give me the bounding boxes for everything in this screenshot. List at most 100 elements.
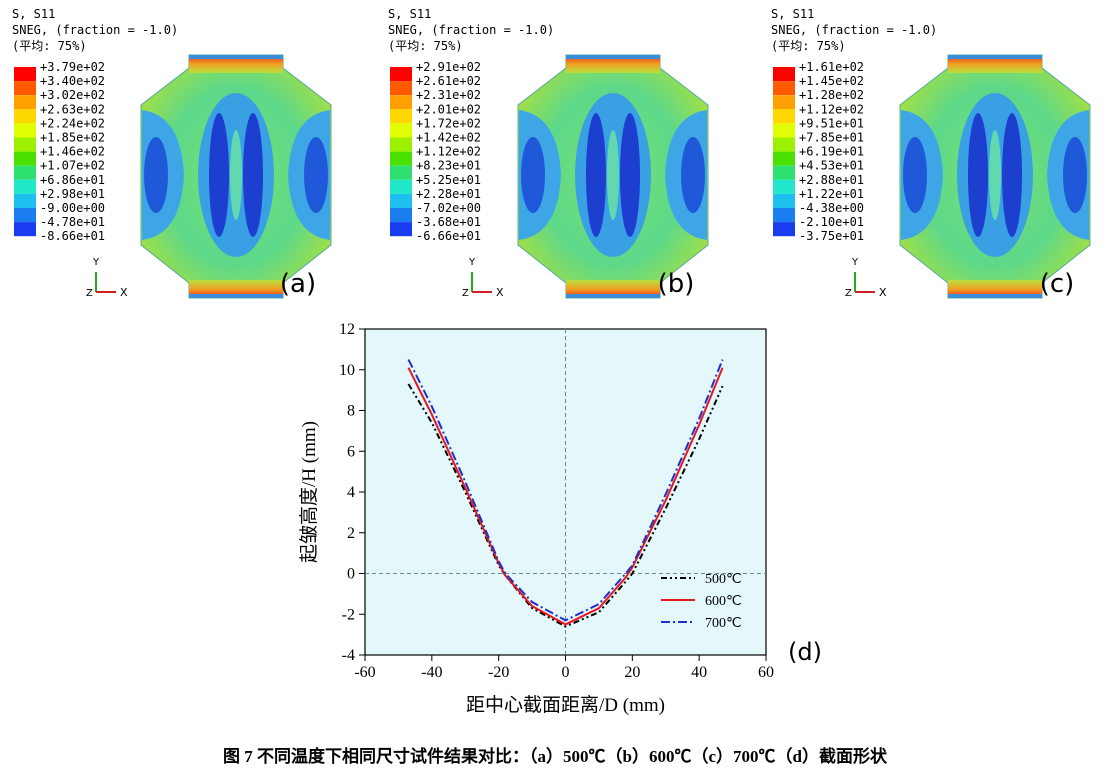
legend-swatch	[14, 123, 36, 138]
triad-label: Z	[462, 288, 469, 299]
legend-label: +1.12e+02	[416, 145, 481, 159]
legend-label: +2.28e+01	[416, 187, 481, 201]
legend-label: +1.61e+02	[799, 60, 864, 74]
legend-label: -7.02e+00	[416, 201, 481, 215]
legend-label: +2.01e+02	[416, 102, 481, 116]
legend-swatch	[773, 137, 795, 152]
legend-label: -6.66e+01	[416, 229, 481, 243]
legend-header: SNEG, (fraction = -1.0)	[388, 23, 554, 37]
y-tick-label: 10	[339, 362, 355, 379]
x-tick-label: -60	[354, 664, 375, 681]
x-tick-label: 40	[691, 664, 707, 681]
legend-label: +2.63e+02	[40, 102, 105, 116]
legend-label: +8.23e+01	[416, 159, 481, 173]
legend-label: +3.02e+02	[40, 88, 105, 102]
legend-label: +2.61e+02	[416, 74, 481, 88]
triad-label: Y	[851, 257, 859, 268]
legend-entry: 700℃	[705, 616, 742, 631]
legend-label: +9.51e+01	[799, 116, 864, 130]
y-tick-label: 6	[347, 443, 355, 460]
legend-swatch	[14, 179, 36, 194]
legend-swatch	[14, 222, 36, 237]
legend-swatch	[14, 165, 36, 180]
triad-label: Y	[92, 257, 100, 268]
series-line	[407, 383, 724, 628]
panel-label: (a)	[280, 269, 316, 299]
legend-label: -2.10e+01	[799, 215, 864, 229]
legend-label: +2.88e+01	[799, 173, 864, 187]
legend-header: S, S11	[12, 7, 55, 21]
triad-label: X	[120, 286, 128, 299]
legend-swatch	[390, 123, 412, 138]
triad-label: Y	[468, 257, 476, 268]
legend-label: +5.25e+01	[416, 173, 481, 187]
legend-swatch	[773, 109, 795, 124]
legend-swatch	[773, 179, 795, 194]
panel-label: (d)	[788, 638, 822, 666]
legend-label: +4.53e+01	[799, 159, 864, 173]
legend-label: +1.07e+02	[40, 159, 105, 173]
legend-swatch	[773, 165, 795, 180]
legend-entry: 600℃	[705, 594, 742, 609]
x-tick-label: 0	[562, 664, 570, 681]
legend-label: -4.38e+00	[799, 201, 864, 215]
legend-swatch	[773, 123, 795, 138]
x-axis-label: 距中心截面距离/D (mm)	[466, 694, 665, 716]
y-axis-label: 起皱高度/H (mm)	[298, 421, 320, 563]
legend-header: SNEG, (fraction = -1.0)	[771, 23, 937, 37]
legend-swatch	[390, 222, 412, 237]
y-tick-label: 12	[339, 321, 355, 338]
triad-label: X	[879, 286, 887, 299]
legend-label: -3.75e+01	[799, 229, 864, 243]
legend-swatch	[773, 81, 795, 96]
legend-label: -3.68e+01	[416, 215, 481, 229]
legend-swatch	[14, 81, 36, 96]
legend-swatch	[390, 165, 412, 180]
legend-label: -8.66e+01	[40, 229, 105, 243]
legend-label: +7.85e+01	[799, 131, 864, 145]
legend-swatch	[390, 67, 412, 82]
x-tick-label: 60	[758, 664, 774, 681]
legend-label: +1.42e+02	[416, 131, 481, 145]
triad-label: X	[496, 286, 504, 299]
x-tick-label: 20	[624, 664, 640, 681]
legend-header: S, S11	[771, 7, 814, 21]
contour-a	[140, 54, 332, 299]
legend-label: +6.86e+01	[40, 173, 105, 187]
legend-label: -9.00e+00	[40, 201, 105, 215]
legend-swatch	[390, 81, 412, 96]
contour-b	[517, 54, 709, 299]
triad-label: Z	[86, 288, 93, 299]
legend-swatch	[14, 67, 36, 82]
legend-swatch	[14, 193, 36, 208]
legend-header: (平均: 75%)	[388, 39, 463, 53]
legend-swatch	[390, 208, 412, 223]
y-tick-label: 8	[347, 403, 355, 420]
legend-label: +1.22e+01	[799, 187, 864, 201]
legend-swatch	[14, 137, 36, 152]
legend-label: +2.91e+02	[416, 60, 481, 74]
legend-label: +2.24e+02	[40, 116, 105, 130]
legend-swatch	[390, 179, 412, 194]
legend-swatch	[390, 137, 412, 152]
legend-swatch	[773, 67, 795, 82]
legend-swatch	[14, 95, 36, 110]
x-tick-label: -40	[421, 664, 442, 681]
legend-label: +3.79e+02	[40, 60, 105, 74]
legend-entry: 500℃	[705, 572, 742, 587]
contour-c	[899, 54, 1091, 299]
legend-header: (平均: 75%)	[12, 39, 87, 53]
y-tick-label: 0	[347, 566, 355, 583]
legend-swatch	[773, 208, 795, 223]
series-line	[407, 367, 724, 626]
y-tick-label: -4	[342, 647, 355, 664]
legend-header: S, S11	[388, 7, 431, 21]
legend-swatch	[390, 193, 412, 208]
legend-label: +3.40e+02	[40, 74, 105, 88]
legend-label: +2.98e+01	[40, 187, 105, 201]
legend-header: SNEG, (fraction = -1.0)	[12, 23, 178, 37]
legend-label: +1.46e+02	[40, 145, 105, 159]
legend-label: +1.85e+02	[40, 131, 105, 145]
legend-header: (平均: 75%)	[771, 39, 846, 53]
